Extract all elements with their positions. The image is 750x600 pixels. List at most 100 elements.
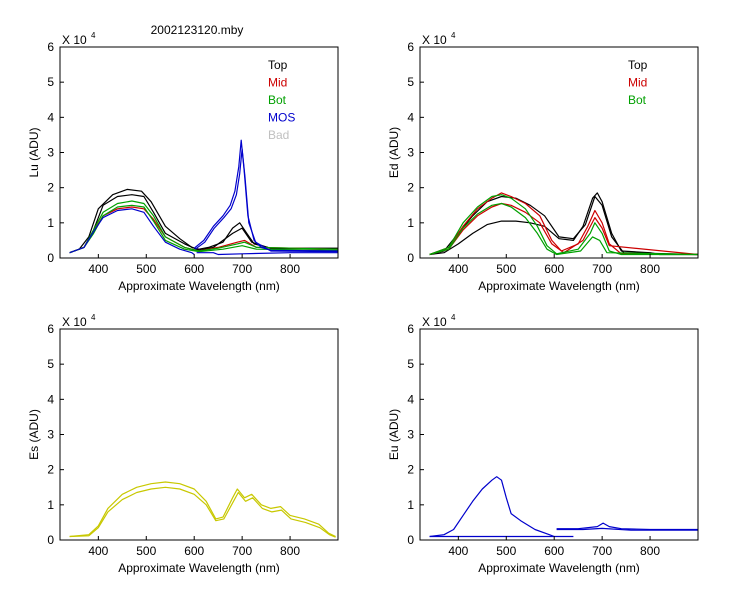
series-line-top xyxy=(69,194,338,254)
y-tick-label: 1 xyxy=(407,498,414,512)
y-multiplier-exponent: 4 xyxy=(91,313,96,322)
y-tick-label: 5 xyxy=(47,357,54,371)
x-tick-label: 700 xyxy=(592,262,612,276)
plot-frame xyxy=(59,46,339,259)
x-tick-label: 700 xyxy=(592,544,612,558)
legend-entry-bot: Bot xyxy=(268,93,287,107)
y-tick-label: 2 xyxy=(407,463,414,477)
x-tick-label: 400 xyxy=(88,544,108,558)
y-tick-label: 4 xyxy=(407,110,414,124)
y-tick-label: 4 xyxy=(407,392,414,406)
y-tick-label: 3 xyxy=(47,146,54,160)
series-group xyxy=(429,192,698,256)
panel-ed: 400 500 600 700 800 0 1 2 3 4 5 6 X 10 4 Approximate W… xyxy=(387,31,699,293)
x-tick-label: 500 xyxy=(496,262,516,276)
x-tick-label: 800 xyxy=(640,262,660,276)
x-tick-label: 400 xyxy=(88,262,108,276)
y-tick-label: 5 xyxy=(407,75,414,89)
series-line-bot xyxy=(429,202,698,256)
series-group xyxy=(69,139,338,256)
series-line-mos xyxy=(196,252,338,256)
x-tick-label: 800 xyxy=(280,262,300,276)
y-tick-label: 3 xyxy=(407,146,414,160)
x-axis-label: Approximate Wavelength (nm) xyxy=(478,561,640,575)
y-tick-label: 4 xyxy=(47,110,54,124)
series-line-mid xyxy=(429,192,698,256)
y-tick-label: 1 xyxy=(47,216,54,230)
y-tick-label: 0 xyxy=(47,533,54,547)
y-multiplier-exponent: 4 xyxy=(91,31,96,40)
y-axis-label: Es (ADU) xyxy=(27,409,41,460)
series-line-es xyxy=(69,481,336,538)
legend-entry-bot: Bot xyxy=(628,93,647,107)
x-tick-label: 500 xyxy=(136,544,156,558)
y-tick-label: 0 xyxy=(407,533,414,547)
legend-entry-mid: Mid xyxy=(628,76,647,90)
x-tick-label: 700 xyxy=(232,544,252,558)
series-line-eu xyxy=(556,522,698,531)
y-tick-label: 0 xyxy=(47,251,54,265)
x-tick-label: 600 xyxy=(544,262,564,276)
x-tick-label: 400 xyxy=(448,544,468,558)
y-axis-label: Lu (ADU) xyxy=(27,127,41,177)
legend-entry-mos: MOS xyxy=(268,111,295,125)
series-line-mos xyxy=(69,208,195,255)
y-axis-label: Eu (ADU) xyxy=(387,409,401,460)
y-tick-label: 0 xyxy=(407,251,414,265)
panel-lu: 400 500 600 700 800 0 1 2 3 4 5 6 X 10 4 Approximate W… xyxy=(27,31,339,293)
legend-entry-top: Top xyxy=(268,58,288,72)
x-tick-label: 600 xyxy=(184,544,204,558)
panel-es: 400 500 600 700 800 0 1 2 3 4 5 6 X 10 4 Approximate W… xyxy=(27,313,339,575)
plot-frame xyxy=(419,328,699,541)
y-tick-label: 2 xyxy=(47,463,54,477)
x-tick-label: 500 xyxy=(496,544,516,558)
legend-entry-top: Top xyxy=(628,58,648,72)
y-tick-label: 6 xyxy=(47,40,54,54)
x-tick-label: 800 xyxy=(280,544,300,558)
y-tick-label: 3 xyxy=(407,428,414,442)
x-tick-label: 600 xyxy=(544,544,564,558)
y-tick-label: 6 xyxy=(47,322,54,336)
x-tick-label: 500 xyxy=(136,262,156,276)
y-multiplier-exponent: 4 xyxy=(451,31,456,40)
figure-title: 2002123120.mby xyxy=(151,23,244,37)
series-line-eu xyxy=(429,476,555,538)
y-tick-label: 5 xyxy=(47,75,54,89)
y-tick-label: 1 xyxy=(407,216,414,230)
x-axis-label: Approximate Wavelength (nm) xyxy=(118,279,280,293)
y-multiplier: X 10 xyxy=(62,33,87,47)
y-tick-label: 2 xyxy=(47,181,54,195)
y-tick-label: 2 xyxy=(407,181,414,195)
series-line-bot xyxy=(69,200,338,254)
plot-frame xyxy=(59,328,339,541)
y-multiplier-exponent: 4 xyxy=(451,313,456,322)
x-tick-label: 600 xyxy=(184,262,204,276)
legend-entry-mid: Mid xyxy=(268,76,287,90)
x-axis-label: Approximate Wavelength (nm) xyxy=(118,561,280,575)
y-multiplier: X 10 xyxy=(422,33,447,47)
x-axis-label: Approximate Wavelength (nm) xyxy=(478,279,640,293)
x-tick-label: 700 xyxy=(232,262,252,276)
x-tick-label: 800 xyxy=(640,544,660,558)
series-line-mos xyxy=(194,148,338,253)
series-group xyxy=(69,481,336,538)
y-tick-label: 6 xyxy=(407,40,414,54)
series-line-es xyxy=(69,486,336,538)
y-tick-label: 3 xyxy=(47,428,54,442)
legend-entry-bad: Bad xyxy=(268,128,289,142)
y-axis-label: Ed (ADU) xyxy=(387,127,401,178)
y-multiplier: X 10 xyxy=(422,315,447,329)
series-line-eu xyxy=(556,527,698,531)
series-line-mos xyxy=(193,139,338,252)
y-tick-label: 5 xyxy=(407,357,414,371)
y-tick-label: 6 xyxy=(407,322,414,336)
x-tick-label: 400 xyxy=(448,262,468,276)
series-line-top xyxy=(429,195,698,256)
panel-eu: 400 500 600 700 800 0 1 2 3 4 5 6 X 10 4 Approximate W… xyxy=(387,313,699,575)
y-tick-label: 4 xyxy=(47,392,54,406)
series-line-bot xyxy=(429,194,698,256)
y-multiplier: X 10 xyxy=(62,315,87,329)
series-line-mid xyxy=(429,202,698,256)
